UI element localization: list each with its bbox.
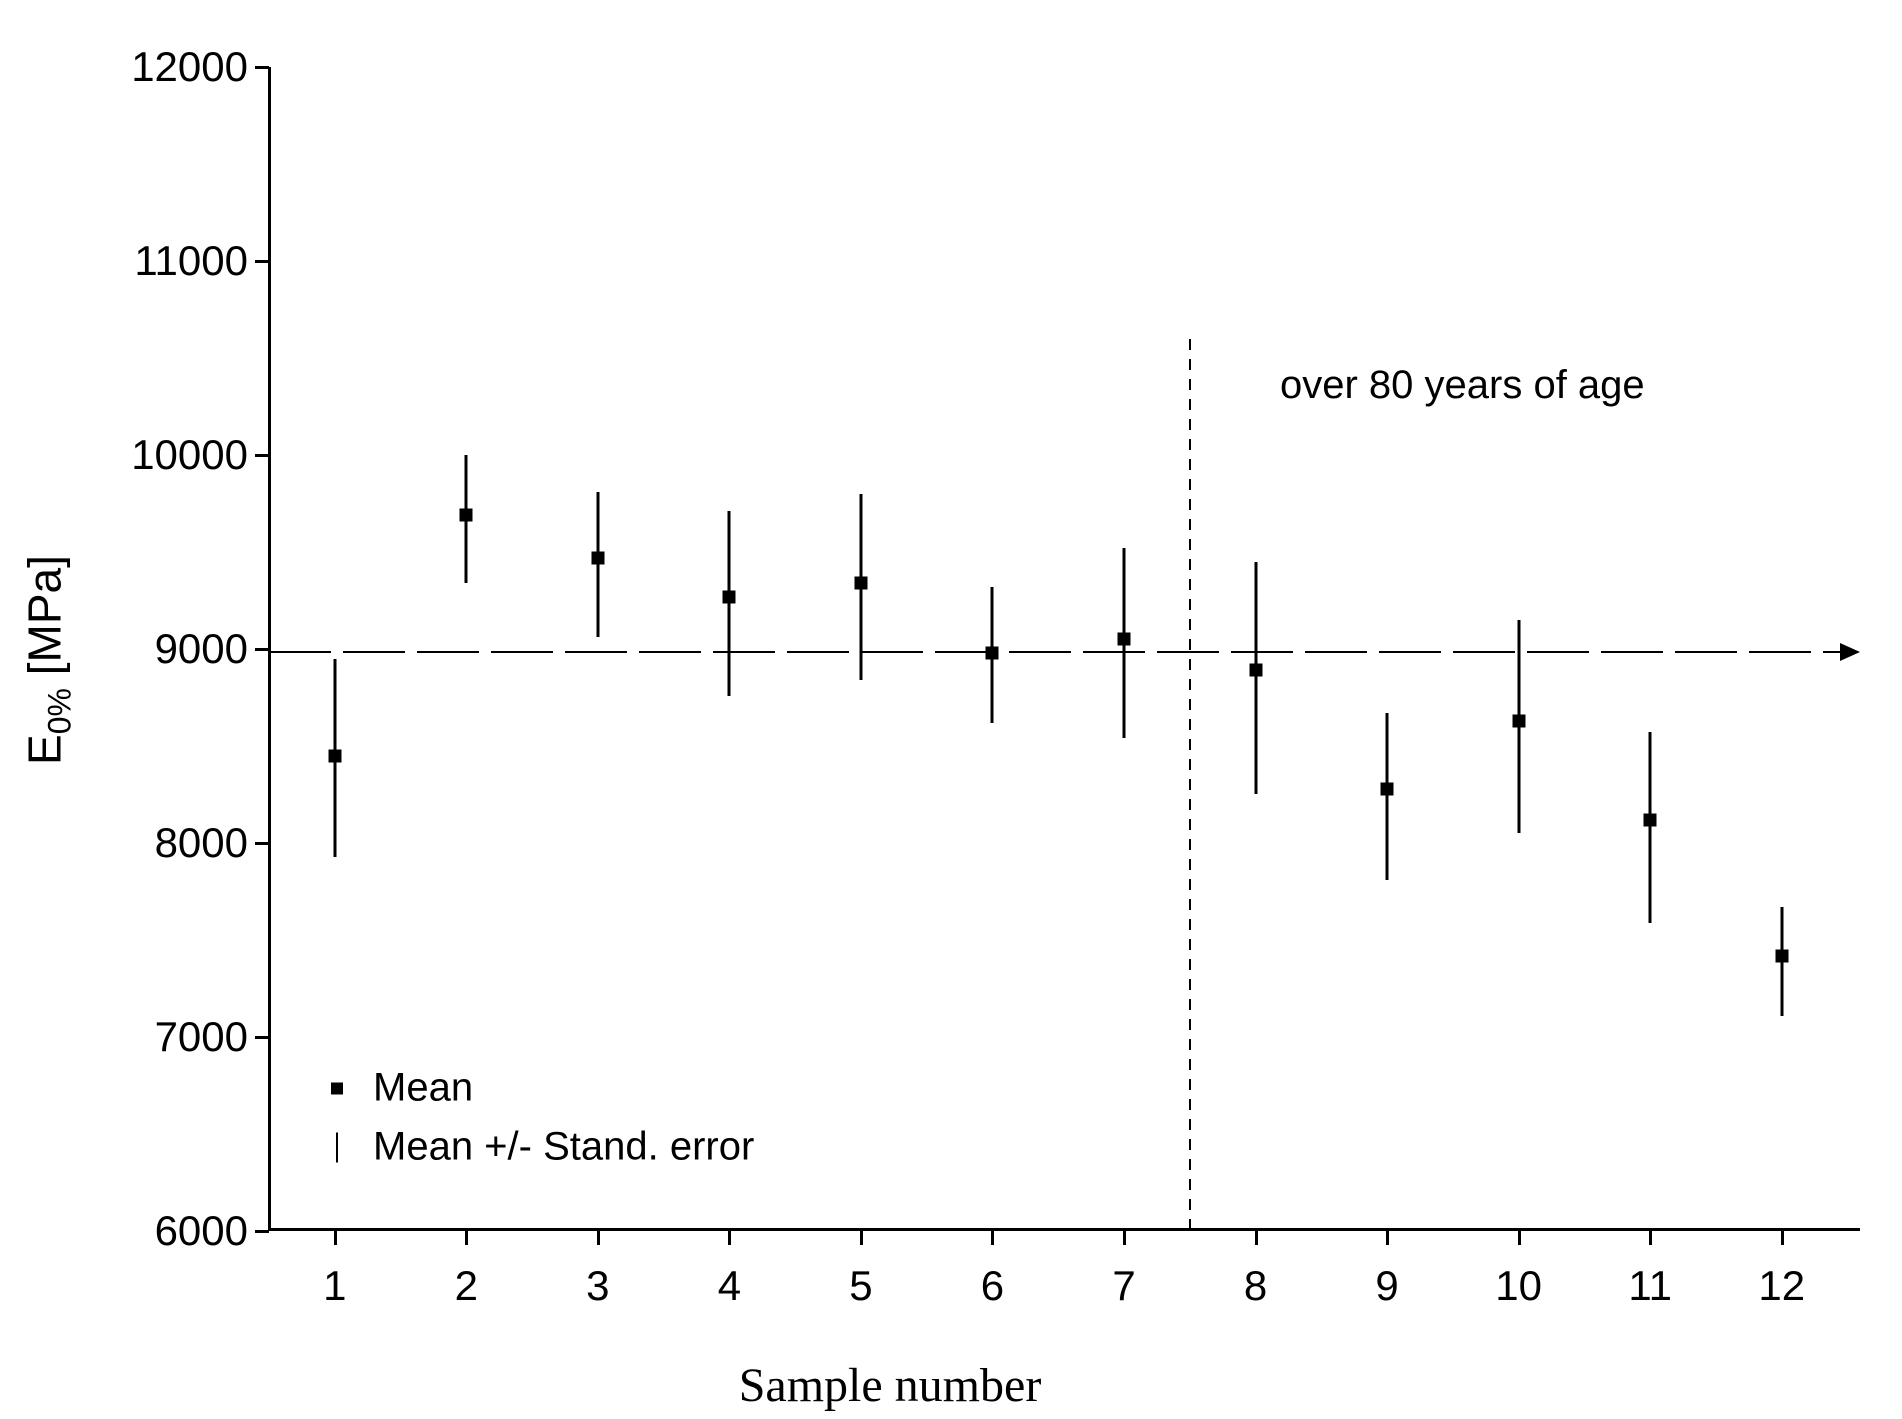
y-tick (255, 648, 269, 651)
mean-marker (1117, 632, 1131, 646)
x-tick (1517, 1231, 1521, 1245)
mean-marker (1380, 782, 1394, 796)
x-tick (333, 1231, 337, 1245)
x-tick-label: 3 (586, 1262, 610, 1309)
x-tick-label: 8 (1243, 1262, 1268, 1309)
x-axis-line (268, 1228, 1860, 1231)
y-tick-label: 11000 (134, 237, 248, 284)
x-tick-label: 9 (1375, 1262, 1399, 1309)
x-tick (1123, 1231, 1126, 1245)
x-tick (1254, 1231, 1258, 1245)
mean-marker (854, 576, 868, 590)
legend-item-stderr: Mean +/- Stand. error (331, 1125, 754, 1170)
y-tick (255, 66, 269, 69)
y-axis-title: E0% [MPa] (17, 555, 78, 765)
y-tick-label: 7000 (154, 1013, 248, 1060)
mean-marker (722, 590, 736, 604)
x-tick-label: 7 (1112, 1262, 1136, 1309)
y-axis-title-unit: [MPa] (18, 555, 71, 688)
legend-mean-label: Mean (373, 1065, 474, 1110)
y-tick (255, 1230, 269, 1233)
legend-errorbar-line-icon (336, 1132, 338, 1162)
arrowhead-icon (1840, 642, 1860, 661)
x-tick (859, 1231, 863, 1245)
y-tick-label: 8000 (154, 819, 248, 866)
annotation-over-80: over 80 years of age (1280, 363, 1645, 407)
mean-marker (328, 749, 342, 763)
legend-stderr-label: Mean +/- Stand. error (373, 1124, 755, 1169)
x-tick-label: 6 (980, 1262, 1005, 1309)
y-tick-label: 12000 (131, 43, 248, 90)
x-tick (991, 1231, 995, 1245)
mean-marker (591, 551, 605, 565)
reference-line-horizontal (269, 650, 1840, 653)
x-tick-label: 1 (323, 1262, 347, 1309)
y-tick (255, 260, 269, 263)
error-bar (727, 511, 731, 696)
x-tick-label: 5 (849, 1262, 873, 1309)
legend-mean-square-icon (331, 1082, 343, 1094)
x-axis-title: Sample number (738, 1359, 1042, 1412)
reference-line-vertical (1188, 338, 1191, 1231)
error-bar (1648, 732, 1652, 923)
y-tick (255, 842, 269, 845)
x-tick-label: 2 (454, 1262, 478, 1309)
mean-marker (1512, 714, 1526, 728)
error-bar (1254, 561, 1258, 795)
x-tick (728, 1231, 732, 1245)
error-bar (596, 491, 600, 638)
mean-marker (1775, 949, 1789, 963)
x-tick-label: 12 (1758, 1262, 1806, 1309)
y-tick (255, 1036, 269, 1039)
y-axis-title-base: E (18, 734, 71, 765)
mean-marker (459, 508, 473, 522)
x-tick-label: 11 (1628, 1262, 1672, 1309)
x-tick (1649, 1231, 1653, 1245)
y-tick-label: 6000 (154, 1207, 248, 1254)
x-tick-label: 10 (1495, 1262, 1542, 1309)
y-tick-label: 10000 (131, 431, 248, 478)
y-axis-title-subscript: 0% (41, 688, 78, 735)
y-tick-label: 9000 (154, 625, 248, 672)
x-tick (1386, 1231, 1390, 1245)
mean-marker (1249, 663, 1263, 677)
x-tick-label: 4 (717, 1262, 742, 1309)
error-bar (1385, 713, 1389, 880)
x-tick (1780, 1231, 1784, 1245)
y-tick (255, 454, 269, 457)
y-axis-line (268, 67, 271, 1231)
x-tick (596, 1231, 600, 1245)
x-tick (465, 1231, 469, 1245)
mean-marker (1643, 813, 1657, 827)
legend-item-mean: Mean (331, 1066, 473, 1111)
